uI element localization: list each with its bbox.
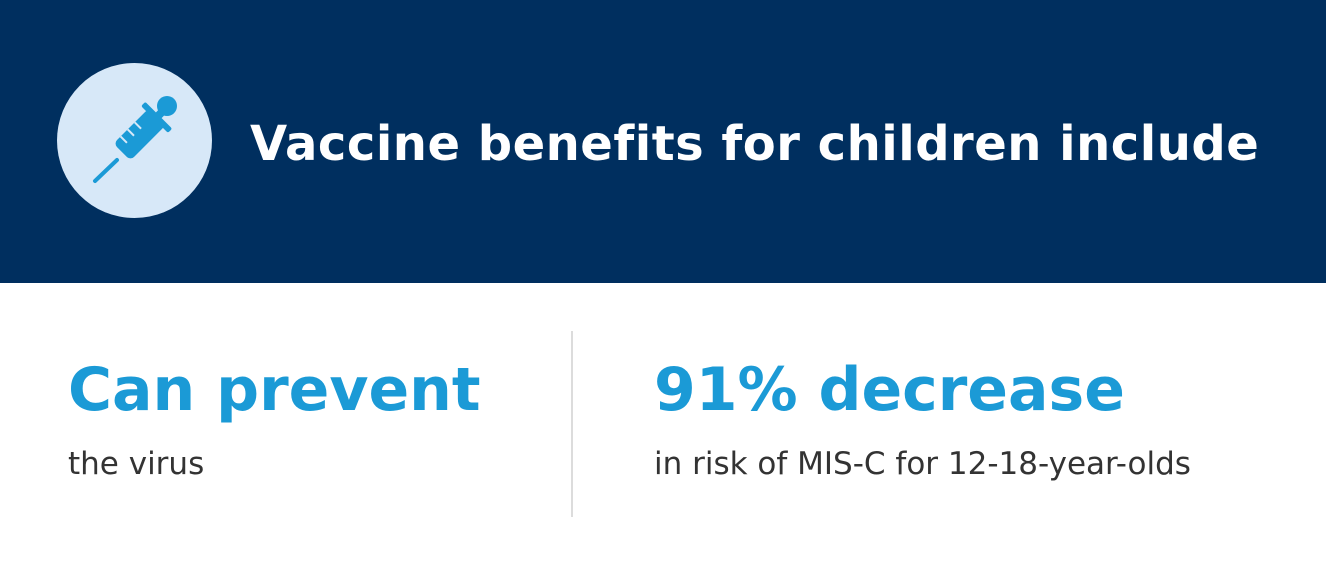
icon-circle <box>57 63 212 218</box>
stat-value: 91% decrease <box>654 355 1125 425</box>
header-banner: Vaccine benefits for children include <box>0 0 1326 283</box>
stat-prevent: Can prevent the virus <box>68 350 481 484</box>
column-divider <box>571 331 573 517</box>
header-title: Vaccine benefits for children include <box>250 116 1260 172</box>
stat-mis-c-decrease: 91% decrease in risk of MIS-C for 12-18-… <box>654 350 1191 484</box>
stat-description: in risk of MIS-C for 12-18-year-olds <box>654 446 1191 482</box>
syringe-icon <box>93 96 177 183</box>
stat-description: the virus <box>68 446 205 482</box>
stat-value: Can prevent <box>68 355 481 425</box>
